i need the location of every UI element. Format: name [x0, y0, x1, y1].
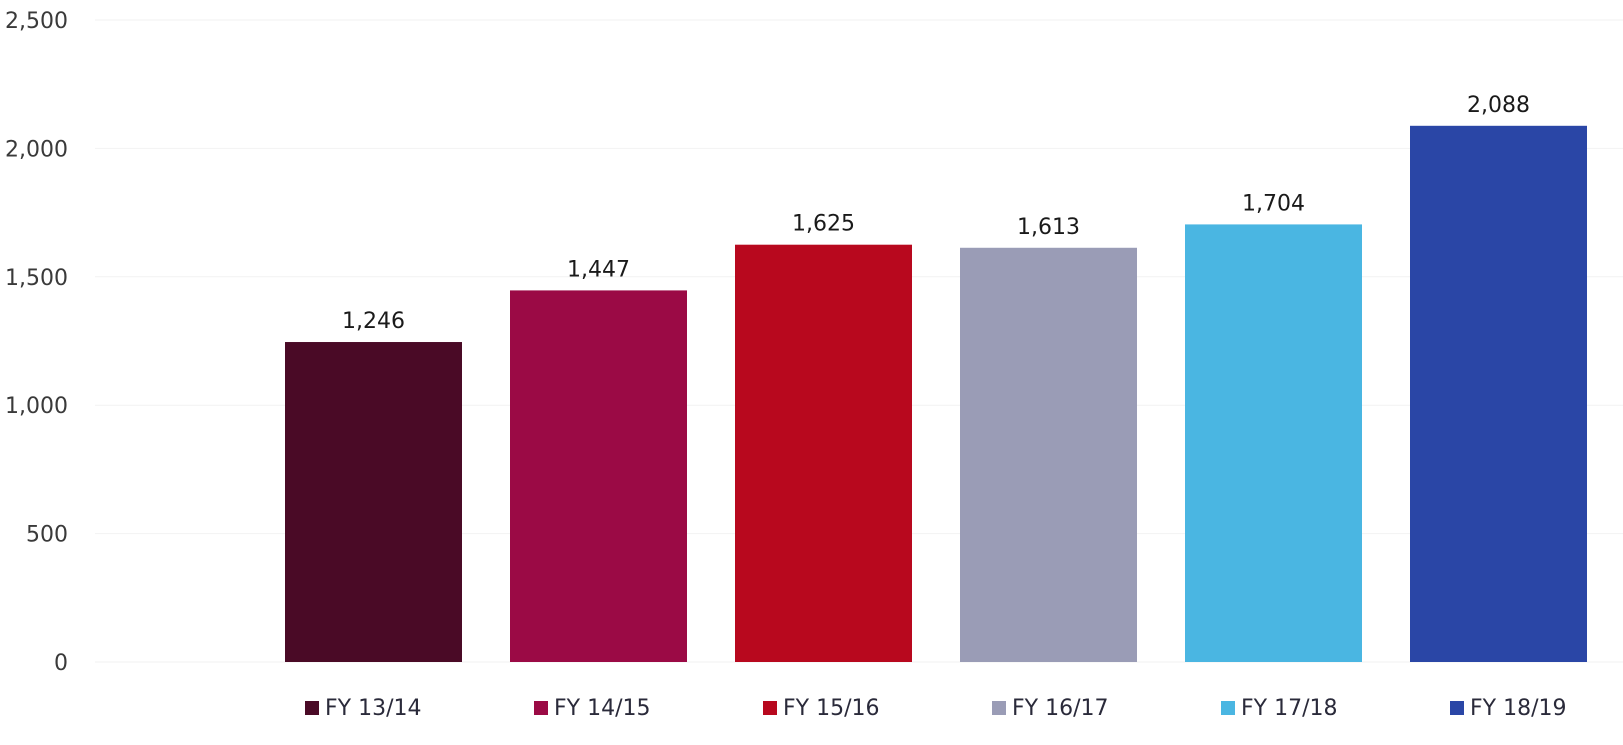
legend-swatch	[1450, 701, 1464, 715]
data-label: 1,246	[342, 309, 405, 334]
bar	[960, 247, 1137, 662]
bar	[1185, 224, 1362, 663]
data-label: 1,613	[1017, 215, 1080, 240]
y-tick-label: 1,000	[5, 394, 68, 419]
legend-label: FY 16/17	[1012, 696, 1109, 721]
legend-swatch	[1221, 701, 1235, 715]
y-tick-label: 2,000	[5, 137, 68, 162]
legend-swatch	[763, 701, 777, 715]
data-label: 1,625	[792, 212, 855, 237]
data-label: 1,704	[1242, 191, 1305, 216]
legend-swatch	[534, 701, 548, 715]
y-tick-label: 1,500	[5, 266, 68, 291]
data-label: 2,088	[1467, 93, 1530, 118]
legend: FY 13/14 FY 14/15 FY 15/16 FY 16/17 FY 17/18…	[305, 696, 1567, 721]
legend-label: FY 15/16	[783, 696, 880, 721]
bar	[735, 244, 912, 662]
data-label: 1,447	[567, 257, 630, 282]
y-tick-label: 500	[26, 523, 68, 548]
legend-label: FY 18/19	[1470, 696, 1567, 721]
y-axis-ticks: 0 500 1,000 1,500 2,000 2,500	[5, 9, 68, 676]
legend-label: FY 13/14	[325, 696, 422, 721]
bar	[285, 342, 462, 662]
bars	[285, 125, 1587, 663]
legend-swatch	[992, 701, 1006, 715]
legend-swatch	[305, 701, 319, 715]
data-labels: 1,246 1,447 1,625 1,613 1,704 2,088	[342, 93, 1530, 334]
bar	[510, 290, 687, 662]
legend-label: FY 14/15	[554, 696, 651, 721]
legend-label: FY 17/18	[1241, 696, 1338, 721]
y-tick-label: 2,500	[5, 9, 68, 34]
y-tick-label: 0	[54, 651, 68, 676]
bar	[1410, 125, 1587, 663]
